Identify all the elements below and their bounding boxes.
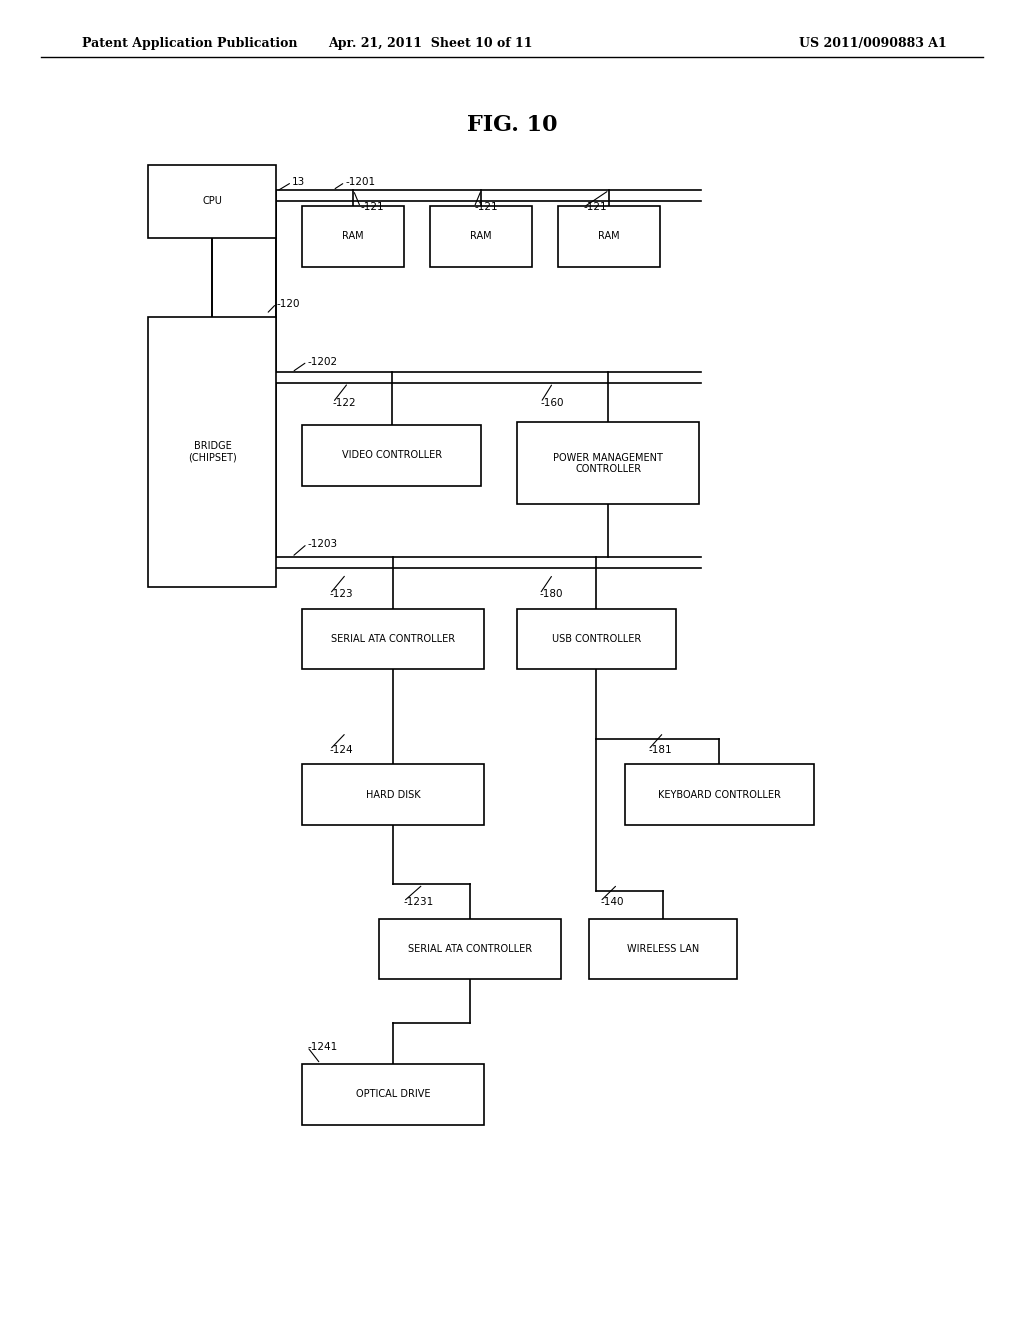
FancyBboxPatch shape bbox=[517, 422, 699, 504]
Text: RAM: RAM bbox=[598, 231, 621, 242]
Text: CPU: CPU bbox=[203, 197, 222, 206]
Text: -180: -180 bbox=[540, 589, 563, 599]
Text: KEYBOARD CONTROLLER: KEYBOARD CONTROLLER bbox=[658, 789, 780, 800]
FancyBboxPatch shape bbox=[379, 919, 561, 979]
FancyBboxPatch shape bbox=[302, 206, 404, 267]
FancyBboxPatch shape bbox=[589, 919, 737, 979]
Text: -160: -160 bbox=[541, 397, 564, 408]
Text: Apr. 21, 2011  Sheet 10 of 11: Apr. 21, 2011 Sheet 10 of 11 bbox=[328, 37, 532, 50]
Text: SERIAL ATA CONTROLLER: SERIAL ATA CONTROLLER bbox=[408, 944, 532, 954]
Text: WIRELESS LAN: WIRELESS LAN bbox=[627, 944, 699, 954]
FancyBboxPatch shape bbox=[302, 425, 481, 486]
Text: RAM: RAM bbox=[342, 231, 365, 242]
Text: BRIDGE
(CHIPSET): BRIDGE (CHIPSET) bbox=[188, 441, 237, 463]
FancyBboxPatch shape bbox=[430, 206, 532, 267]
Text: -181: -181 bbox=[648, 744, 672, 755]
Text: -121: -121 bbox=[360, 202, 384, 213]
FancyBboxPatch shape bbox=[302, 764, 484, 825]
Text: -1202: -1202 bbox=[307, 356, 337, 367]
FancyBboxPatch shape bbox=[302, 1064, 484, 1125]
Text: SERIAL ATA CONTROLLER: SERIAL ATA CONTROLLER bbox=[331, 634, 456, 644]
FancyBboxPatch shape bbox=[517, 609, 676, 669]
Text: -121: -121 bbox=[474, 202, 498, 213]
Text: -122: -122 bbox=[333, 397, 356, 408]
FancyBboxPatch shape bbox=[558, 206, 660, 267]
Text: 13: 13 bbox=[292, 177, 305, 187]
Text: -121: -121 bbox=[584, 202, 607, 213]
Text: -140: -140 bbox=[600, 896, 624, 907]
FancyBboxPatch shape bbox=[148, 317, 276, 587]
Text: USB CONTROLLER: USB CONTROLLER bbox=[552, 634, 641, 644]
Text: -1241: -1241 bbox=[307, 1041, 338, 1052]
Text: -124: -124 bbox=[330, 744, 353, 755]
Text: -1203: -1203 bbox=[307, 539, 337, 549]
Text: RAM: RAM bbox=[470, 231, 493, 242]
Text: FIG. 10: FIG. 10 bbox=[467, 115, 557, 136]
Text: HARD DISK: HARD DISK bbox=[366, 789, 421, 800]
Text: -123: -123 bbox=[330, 589, 353, 599]
Text: Patent Application Publication: Patent Application Publication bbox=[82, 37, 297, 50]
Text: POWER MANAGEMENT
CONTROLLER: POWER MANAGEMENT CONTROLLER bbox=[553, 453, 664, 474]
Text: US 2011/0090883 A1: US 2011/0090883 A1 bbox=[799, 37, 946, 50]
Text: OPTICAL DRIVE: OPTICAL DRIVE bbox=[356, 1089, 430, 1100]
FancyBboxPatch shape bbox=[148, 165, 276, 238]
FancyBboxPatch shape bbox=[302, 609, 484, 669]
Text: VIDEO CONTROLLER: VIDEO CONTROLLER bbox=[342, 450, 441, 461]
FancyBboxPatch shape bbox=[625, 764, 814, 825]
Text: -120: -120 bbox=[276, 298, 300, 309]
Text: -1201: -1201 bbox=[345, 177, 375, 187]
Text: -1231: -1231 bbox=[403, 896, 434, 907]
